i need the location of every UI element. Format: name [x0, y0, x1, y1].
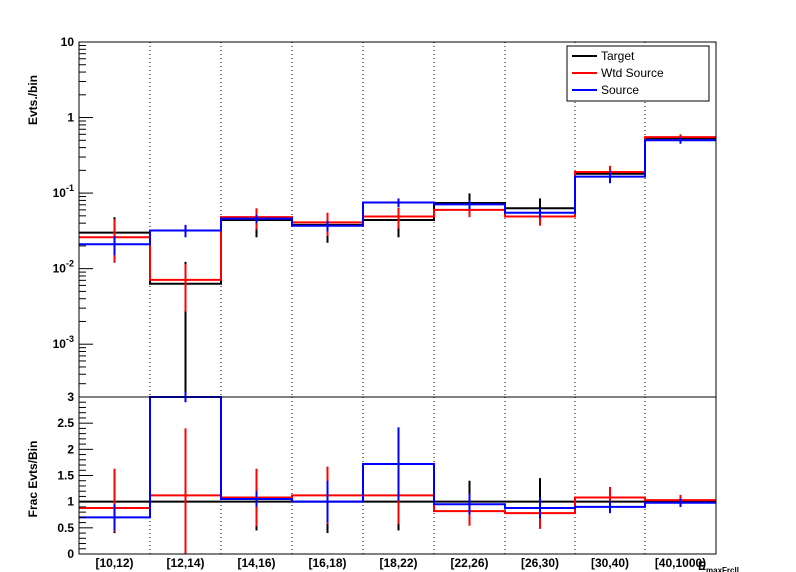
main-y-tick-label: 10: [61, 35, 75, 49]
ratio-axes: 0 0.5 1 1.5 2 2.5 3: [57, 390, 717, 561]
main-y-tick-label: 10-2: [53, 259, 74, 276]
x-tick-labels: [10,12) [12,14) [14,16) [16,18) [18,22) [22,2…: [95, 556, 706, 570]
main-panel: 10 1 10-1 10-2 10-3 Evts./bin Target Wtd Sour…: [26, 35, 717, 398]
main-series: [79, 134, 716, 397]
legend: Target Wtd Source Source: [566, 45, 710, 102]
legend-entry-label: Source: [601, 83, 639, 97]
main-y-axis-title: Evts./bin: [26, 75, 40, 125]
x-tick-label: [18,22): [379, 556, 417, 570]
ratio-y-tick-label: 1.5: [57, 469, 74, 483]
ratio-y-tick-label: 0.5: [57, 521, 74, 535]
x-tick-label: [22,26): [450, 556, 488, 570]
x-tick-label: [12,14): [166, 556, 204, 570]
x-tick-label: [14,16): [237, 556, 275, 570]
ratio-y-tick-label: 2.5: [57, 416, 74, 430]
ratio-series: [79, 391, 716, 554]
ratio-panel: 0 0.5 1 1.5 2 2.5 3 Frac Evts/Bin [10,12) [12,1…: [26, 390, 739, 572]
x-tick-label: [40,1000): [655, 556, 706, 570]
ratio-y-tick-label: 2: [67, 442, 74, 456]
x-axis-title: EmaxFrcll: [698, 559, 739, 572]
x-tick-label: [16,18): [308, 556, 346, 570]
legend-entry-label: Wtd Source: [601, 66, 664, 80]
x-tick-label: [26,30): [521, 556, 559, 570]
legend-entry-label: Target: [601, 49, 635, 63]
main-y-tick-label: 10-3: [53, 334, 74, 351]
x-tick-label: [10,12): [95, 556, 133, 570]
ratio-y-tick-label: 0: [67, 547, 74, 561]
ratio-y-tick-label: 1: [67, 495, 74, 509]
x-tick-label: [30,40): [591, 556, 629, 570]
main-y-tick-label: 10-1: [53, 183, 74, 200]
ratio-y-tick-label: 3: [67, 390, 74, 404]
main-y-tick-label: 1: [67, 111, 74, 125]
ratio-y-axis-title: Frac Evts/Bin: [26, 441, 40, 518]
